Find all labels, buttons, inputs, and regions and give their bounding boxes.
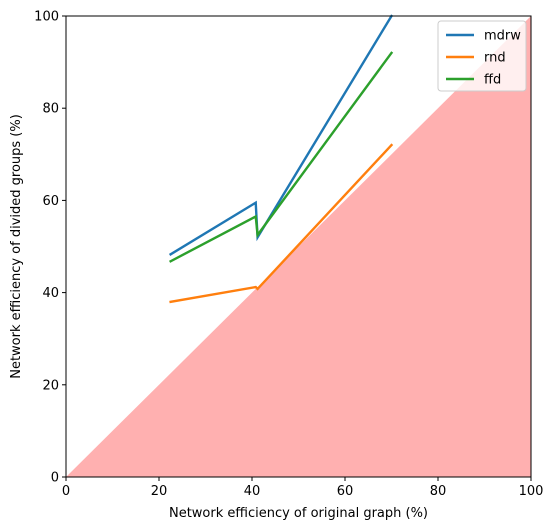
y-axis-ticks: 0 20 40 60 80 100 bbox=[34, 10, 66, 486]
x-axis-label: Network efficiency of original graph (%) bbox=[169, 506, 428, 521]
legend: mdrw rnd ffd bbox=[437, 20, 527, 92]
y-tick-label: 100 bbox=[34, 10, 59, 25]
y-tick-label: 40 bbox=[42, 286, 59, 301]
series-line-ffd bbox=[169, 51, 394, 263]
legend-label-rnd: rnd bbox=[484, 51, 506, 66]
y-tick-label: 60 bbox=[42, 194, 59, 209]
x-tick-label: 100 bbox=[519, 484, 544, 499]
y-tick-label: 80 bbox=[42, 102, 59, 117]
y-axis-label: Network efficiency of divided groups (%) bbox=[9, 114, 24, 379]
x-axis-ticks: 0 20 40 60 80 100 bbox=[62, 477, 544, 499]
plot-area-frame bbox=[65, 15, 532, 478]
x-tick-label: 0 bbox=[62, 484, 70, 499]
y-tick-label: 0 bbox=[51, 471, 59, 486]
series-line-rnd bbox=[169, 143, 394, 304]
legend-label-ffd: ffd bbox=[484, 73, 501, 88]
series-layer bbox=[168, 14, 394, 304]
x-tick-label: 40 bbox=[244, 484, 261, 499]
y-tick-label: 20 bbox=[42, 378, 59, 393]
x-tick-label: 20 bbox=[151, 484, 168, 499]
x-tick-label: 80 bbox=[430, 484, 447, 499]
legend-box bbox=[437, 20, 527, 92]
x-tick-label: 60 bbox=[337, 484, 354, 499]
legend-label-mdrw: mdrw bbox=[484, 29, 521, 44]
